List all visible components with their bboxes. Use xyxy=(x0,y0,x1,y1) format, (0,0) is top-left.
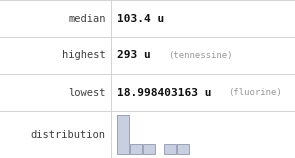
Text: highest: highest xyxy=(62,51,106,61)
Text: median: median xyxy=(68,13,106,24)
Bar xyxy=(164,144,176,154)
Text: 103.4 u: 103.4 u xyxy=(117,13,164,24)
Bar xyxy=(142,144,155,154)
Text: 293 u: 293 u xyxy=(117,51,150,61)
Text: (fluorine): (fluorine) xyxy=(229,88,282,97)
Bar xyxy=(177,144,189,154)
Text: lowest: lowest xyxy=(68,88,106,97)
Bar xyxy=(117,115,129,154)
Text: 18.998403163 u: 18.998403163 u xyxy=(117,88,211,97)
Text: (tennessine): (tennessine) xyxy=(169,51,233,60)
Text: distribution: distribution xyxy=(31,130,106,140)
Bar xyxy=(130,144,142,154)
